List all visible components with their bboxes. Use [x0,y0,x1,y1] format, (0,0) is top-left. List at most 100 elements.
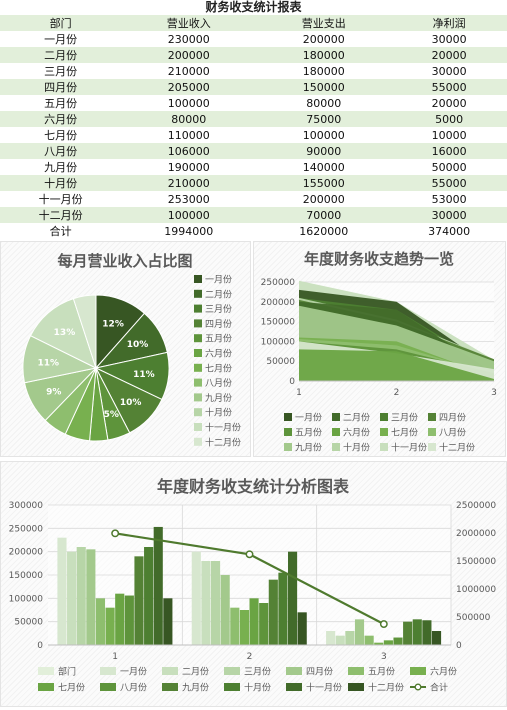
combo-legend-label: 十一月份 [306,682,342,694]
table-header-row: 部门 营业收入 营业支出 净利润 [0,15,507,31]
table-cell: 十月份 [0,175,122,191]
area-y-tick-label: 100000 [261,337,296,347]
combo-x-tick-label: 2 [247,652,253,662]
table-cell: 200000 [256,31,392,47]
pie-legend-swatch [194,349,202,357]
combo-bar [259,603,269,645]
pie-legend-swatch [194,408,202,417]
table-cell: 106000 [121,143,257,159]
combo-bar [412,619,422,645]
area-legend-swatch [284,413,292,421]
table-cell: 80000 [121,111,257,127]
table-cell: 十一月份 [0,191,122,207]
pie-data-label: 12% [102,319,124,329]
combo-bar [153,526,163,645]
combo-legend-swatch [224,667,240,675]
table-cell: 1620000 [256,223,392,239]
combo-legend-swatch [100,667,116,675]
pie-legend-label: 九月份 [205,392,232,404]
area-legend-label: 七月份 [391,427,418,439]
combo-y-tick-label: 0 [37,641,43,651]
table-cell: 80000 [256,95,392,111]
table-row: 一月份 230000 200000 30000 [0,31,507,47]
table-cell: 374000 [391,223,507,239]
combo-y-tick-label: 200000 [9,548,44,558]
table-cell: 100000 [121,95,257,111]
combo-bar [335,635,345,645]
combo-y-tick-label: 50000 [14,618,43,628]
combo-bar [144,547,154,645]
table-cell: 190000 [121,159,257,175]
table-row: 八月份 106000 90000 16000 [0,143,507,159]
combo-legend-swatch [224,683,240,691]
combo-y2-tick-label: 500000 [456,613,491,623]
combo-y-tick-label: 150000 [9,571,44,581]
area-legend-swatch [380,428,388,436]
pie-chart: 每月营业收入占比图12%10%11%10%5%9%11%13%一月份二月份三月份… [22,252,241,448]
combo-legend-label: 四月份 [306,666,333,678]
table-cell: 180000 [256,47,392,63]
table-cell: 100000 [121,207,257,223]
combo-chart: 年度财务收支统计分析图表0500001000001500002000002500… [9,477,497,694]
combo-legend-swatch [38,683,54,691]
combo-x-tick-label: 3 [381,652,387,662]
pie-legend-swatch [194,289,202,298]
combo-y-tick-label: 250000 [9,524,44,534]
area-legend-label: 九月份 [295,442,322,454]
table-cell: 20000 [391,95,507,111]
combo-y2-tick-label: 1000000 [456,585,496,595]
combo-y2-tick-label: 1500000 [456,557,496,567]
combo-legend-label: 部门 [58,666,76,678]
combo-y2-tick-label: 0 [456,641,462,651]
combo-bar [393,637,403,645]
area-legend-swatch [428,428,436,436]
combo-bar [134,556,144,645]
combo-bar [297,612,307,645]
combo-bar [431,631,442,645]
area-legend-swatch [332,413,340,421]
table-cell: 200000 [256,191,392,207]
area-chart-title: 年度财务收支趋势一览 [304,250,454,268]
combo-total-marker [245,550,254,559]
area-legend-swatch [284,428,292,436]
combo-legend-swatch [38,667,54,675]
combo-bar [105,607,115,645]
combo-bar [403,621,413,645]
combo-bar [326,631,336,645]
pie-legend-swatch [194,363,202,372]
combo-y-tick-label: 100000 [9,594,44,604]
combo-chart-title: 年度财务收支统计分析图表 [157,477,350,496]
combo-bar [220,575,230,645]
table-cell: 六月份 [0,111,122,127]
combo-bar [383,640,393,645]
table-cell: 10000 [391,127,507,143]
area-legend-swatch [428,443,436,451]
table-cell: 50000 [391,159,507,175]
combo-legend-label: 六月份 [430,666,457,678]
pie-legend-swatch [194,304,202,313]
combo-bar [191,551,201,645]
table-cell: 20000 [391,47,507,63]
table-row: 十一月份 253000 200000 53000 [0,191,507,207]
combo-bar [124,595,134,645]
pie-data-label: 10% [120,398,142,408]
combo-bar [76,547,86,645]
table-body: 一月份 230000 200000 30000 二月份 200000 180000 20000… [0,31,507,239]
pie-legend-label: 三月份 [205,303,232,315]
combo-bar [278,572,288,645]
table-cell: 110000 [121,127,257,143]
table-cell: 16000 [391,143,507,159]
area-chart: 年度财务收支趋势一览 0 50000 100000 150000 200000 250000… [261,250,497,454]
pie-legend-swatch [194,393,202,402]
combo-legend-label: 八月份 [120,682,147,694]
combo-chart-panel: 年度财务收支统计分析图表 0 50000 100000 150000 200000 2500… [0,461,507,707]
pie-legend-label: 二月份 [205,288,232,300]
table-row: 二月份 200000 180000 20000 [0,47,507,63]
pie-legend-swatch [194,334,202,343]
combo-bar [201,561,211,645]
area-legend-label: 四月份 [439,412,466,424]
combo-legend-swatch [100,683,116,691]
table-row: 六月份 80000 75000 5000 [0,111,507,127]
table-row: 合计 1994000 1620000 374000 [0,223,507,239]
pie-legend-swatch [194,423,202,431]
